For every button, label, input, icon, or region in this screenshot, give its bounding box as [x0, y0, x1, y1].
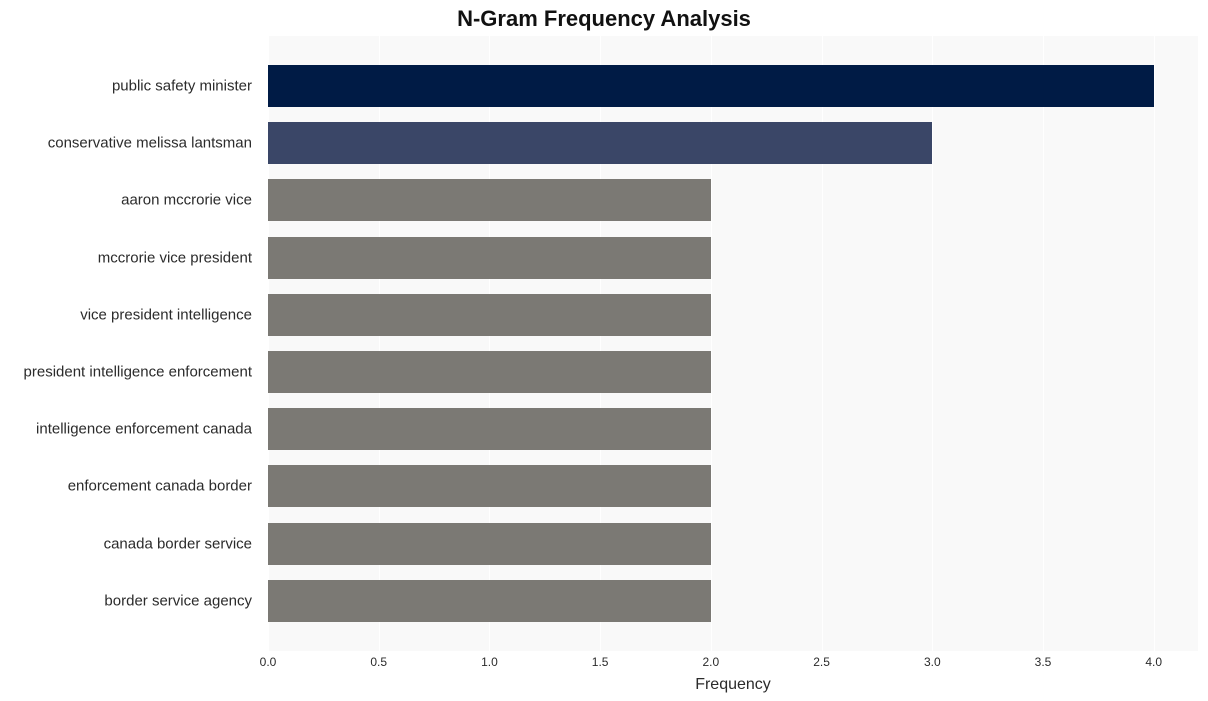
- bar-row: aaron mccrorie vice: [268, 172, 1198, 229]
- bar: [268, 351, 711, 393]
- y-tick-label: vice president intelligence: [0, 307, 252, 322]
- bar: [268, 179, 711, 221]
- x-tick-label: 4.0: [1145, 655, 1162, 669]
- bar-row: canada border service: [268, 515, 1198, 572]
- ngram-chart: N-Gram Frequency Analysis public safety …: [0, 0, 1208, 701]
- bar: [268, 294, 711, 336]
- bar-row: vice president intelligence: [268, 286, 1198, 343]
- y-tick-label: president intelligence enforcement: [0, 365, 252, 380]
- x-tick-label: 2.5: [813, 655, 830, 669]
- bar-row: intelligence enforcement canada: [268, 401, 1198, 458]
- bar-row: conservative melissa lantsman: [268, 115, 1198, 172]
- y-tick-label: mccrorie vice president: [0, 250, 252, 265]
- x-tick-label: 0.5: [370, 655, 387, 669]
- plot-area: public safety ministerconservative melis…: [268, 36, 1198, 651]
- bar-row: public safety minister: [268, 58, 1198, 115]
- x-tick-label: 1.5: [592, 655, 609, 669]
- bar: [268, 523, 711, 565]
- y-tick-label: public safety minister: [0, 79, 252, 94]
- bar: [268, 65, 1154, 107]
- bar-row: enforcement canada border: [268, 458, 1198, 515]
- x-tick-label: 2.0: [703, 655, 720, 669]
- y-tick-label: conservative melissa lantsman: [0, 136, 252, 151]
- x-tick-label: 3.5: [1035, 655, 1052, 669]
- bar-row: mccrorie vice president: [268, 229, 1198, 286]
- x-tick-label: 0.0: [260, 655, 277, 669]
- bar: [268, 122, 932, 164]
- y-tick-label: aaron mccrorie vice: [0, 193, 252, 208]
- x-axis: 0.00.51.01.52.02.53.03.54.0: [268, 655, 1198, 671]
- bar-row: president intelligence enforcement: [268, 344, 1198, 401]
- bar: [268, 580, 711, 622]
- x-axis-label: Frequency: [268, 676, 1198, 694]
- bar: [268, 237, 711, 279]
- x-tick-label: 3.0: [924, 655, 941, 669]
- y-tick-label: enforcement canada border: [0, 479, 252, 494]
- bar-row: border service agency: [268, 572, 1198, 629]
- x-tick-label: 1.0: [481, 655, 498, 669]
- y-tick-label: intelligence enforcement canada: [0, 422, 252, 437]
- chart-title: N-Gram Frequency Analysis: [0, 6, 1208, 32]
- bar: [268, 465, 711, 507]
- bar: [268, 408, 711, 450]
- y-tick-label: border service agency: [0, 593, 252, 608]
- y-tick-label: canada border service: [0, 536, 252, 551]
